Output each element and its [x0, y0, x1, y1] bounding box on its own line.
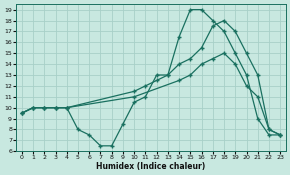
X-axis label: Humidex (Indice chaleur): Humidex (Indice chaleur) — [96, 162, 206, 171]
